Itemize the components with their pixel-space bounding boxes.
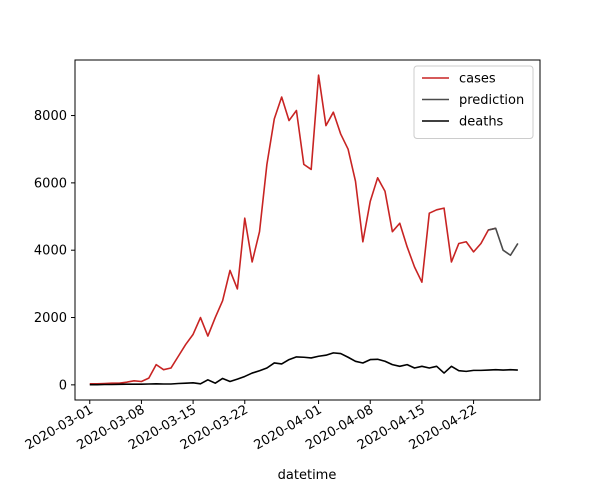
series-line-prediction (488, 228, 518, 255)
legend-label-cases: cases (459, 72, 496, 87)
y-axis: 0 2000 4000 6000 8000 (34, 109, 75, 393)
x-axis: 2020-03-012020-03-082020-03-152020-03-22… (23, 400, 480, 453)
x-axis-title: datetime (278, 468, 337, 483)
y-tick-label: 2000 (34, 311, 67, 326)
legend-label-deaths: deaths (459, 115, 504, 130)
y-tick-label: 4000 (34, 244, 67, 259)
y-tick-label: 6000 (34, 176, 67, 191)
y-tick-label: 8000 (34, 109, 67, 124)
legend-label-prediction: prediction (459, 93, 524, 108)
legend: cases prediction deaths (414, 66, 533, 139)
y-tick-label: 0 (59, 378, 67, 393)
